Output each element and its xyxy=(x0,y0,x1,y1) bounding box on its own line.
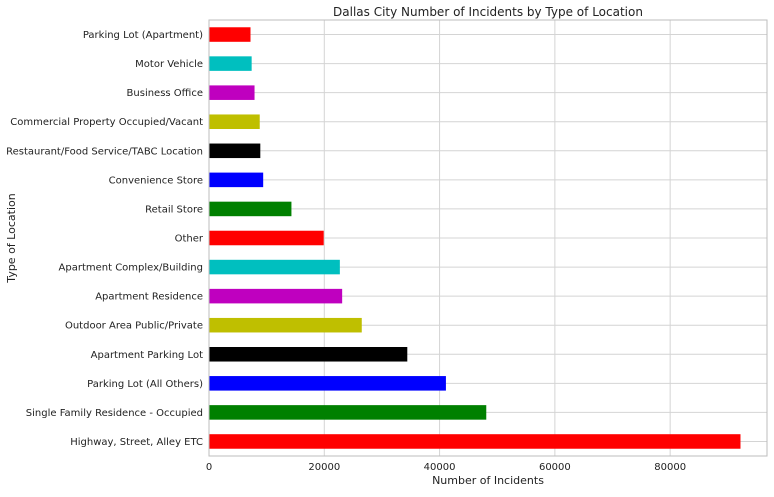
y-tick-label: Outdoor Area Public/Private xyxy=(65,321,203,332)
bar xyxy=(209,27,251,42)
bar xyxy=(209,405,487,420)
bar xyxy=(209,85,255,100)
label-layer: 0 20000 40000 60000 80000 Highway, Street, Al… xyxy=(6,30,686,473)
plot-frame xyxy=(208,19,768,457)
bar xyxy=(209,56,252,71)
bar xyxy=(209,376,446,391)
bar xyxy=(209,347,408,362)
y-tick-label: Business Office xyxy=(127,88,203,99)
y-tick-label: Motor Vehicle xyxy=(135,59,203,70)
y-tick-label: Other xyxy=(175,234,204,245)
bar xyxy=(209,288,343,304)
y-tick-label: Single Family Residence - Occupied xyxy=(26,408,203,419)
y-tick-label: Parking Lot (All Others) xyxy=(87,379,203,390)
bar-layer xyxy=(209,27,741,449)
y-tick-label: Apartment Parking Lot xyxy=(91,350,203,361)
bar xyxy=(209,114,260,129)
x-tick-label: 60000 xyxy=(539,462,571,473)
y-tick-label: Highway, Street, Alley ETC xyxy=(70,437,203,448)
y-tick-label: Apartment Complex/Building xyxy=(59,263,203,274)
bar xyxy=(209,259,340,275)
chart-title: Dallas City Number of Incidents by Type … xyxy=(333,5,643,19)
y-tick-label: Restaurant/Food Service/TABC Location xyxy=(6,146,203,157)
bar xyxy=(209,143,261,159)
y-tick-label: Apartment Residence xyxy=(95,292,203,303)
y-tick-label: Commercial Property Occupied/Vacant xyxy=(10,117,203,128)
x-tick-label: 40000 xyxy=(424,462,456,473)
x-tick-label: 80000 xyxy=(654,462,686,473)
bar xyxy=(209,172,264,188)
x-tick-label: 20000 xyxy=(308,462,340,473)
y-tick-label: Parking Lot (Apartment) xyxy=(83,30,203,41)
bar xyxy=(209,317,362,333)
bar xyxy=(209,230,324,246)
y-tick-label: Convenience Store xyxy=(109,175,203,186)
x-axis-label: Number of Incidents xyxy=(432,474,544,487)
x-tick-label: 0 xyxy=(206,462,212,473)
y-tick-label: Retail Store xyxy=(145,204,203,215)
y-axis-label: Type of Location xyxy=(5,193,18,283)
bar xyxy=(209,434,741,449)
bar xyxy=(209,201,292,217)
